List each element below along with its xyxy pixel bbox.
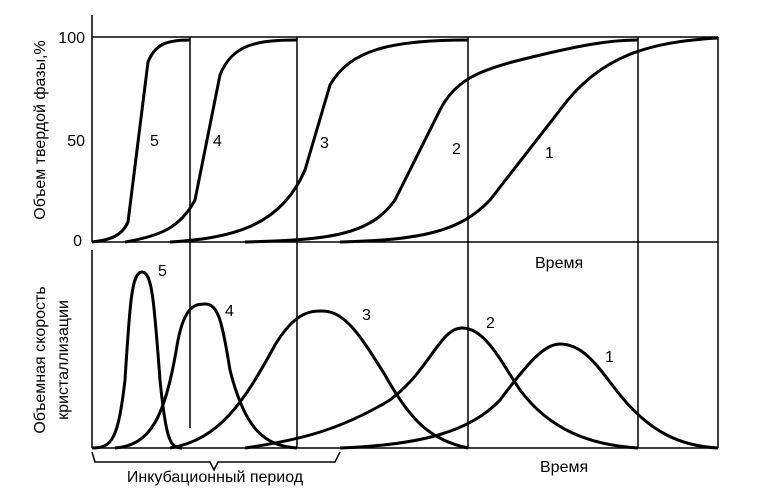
- curve-label: 2: [486, 315, 495, 332]
- x-axis-label: Время: [540, 459, 588, 476]
- sigmoid-curves: [91, 36, 719, 244]
- bracket-label: Инкубационный период: [127, 469, 304, 486]
- y-tick-label: 0: [73, 233, 82, 250]
- curve-label: 2: [452, 141, 461, 158]
- x-axis-label: Время: [535, 255, 583, 272]
- rate-curves: [91, 270, 719, 450]
- y-axis-label: Объемная скорость: [32, 286, 49, 433]
- curve-label: 4: [225, 303, 234, 320]
- y-tick-label: 50: [67, 133, 85, 150]
- frame: [91, 15, 719, 472]
- curve-label: 5: [158, 263, 167, 280]
- curve-label: 4: [213, 133, 222, 150]
- y-axis-label: Объем твердой фазы,%: [32, 40, 49, 220]
- y-axis-label: кристаллизации: [55, 300, 72, 420]
- curve-label: 1: [605, 349, 614, 366]
- curve-label: 3: [320, 135, 329, 152]
- y-tick-label: 100: [58, 30, 85, 47]
- curve-label: 5: [150, 133, 159, 150]
- curve-label: 1: [545, 145, 554, 162]
- curve-label: 3: [362, 307, 371, 324]
